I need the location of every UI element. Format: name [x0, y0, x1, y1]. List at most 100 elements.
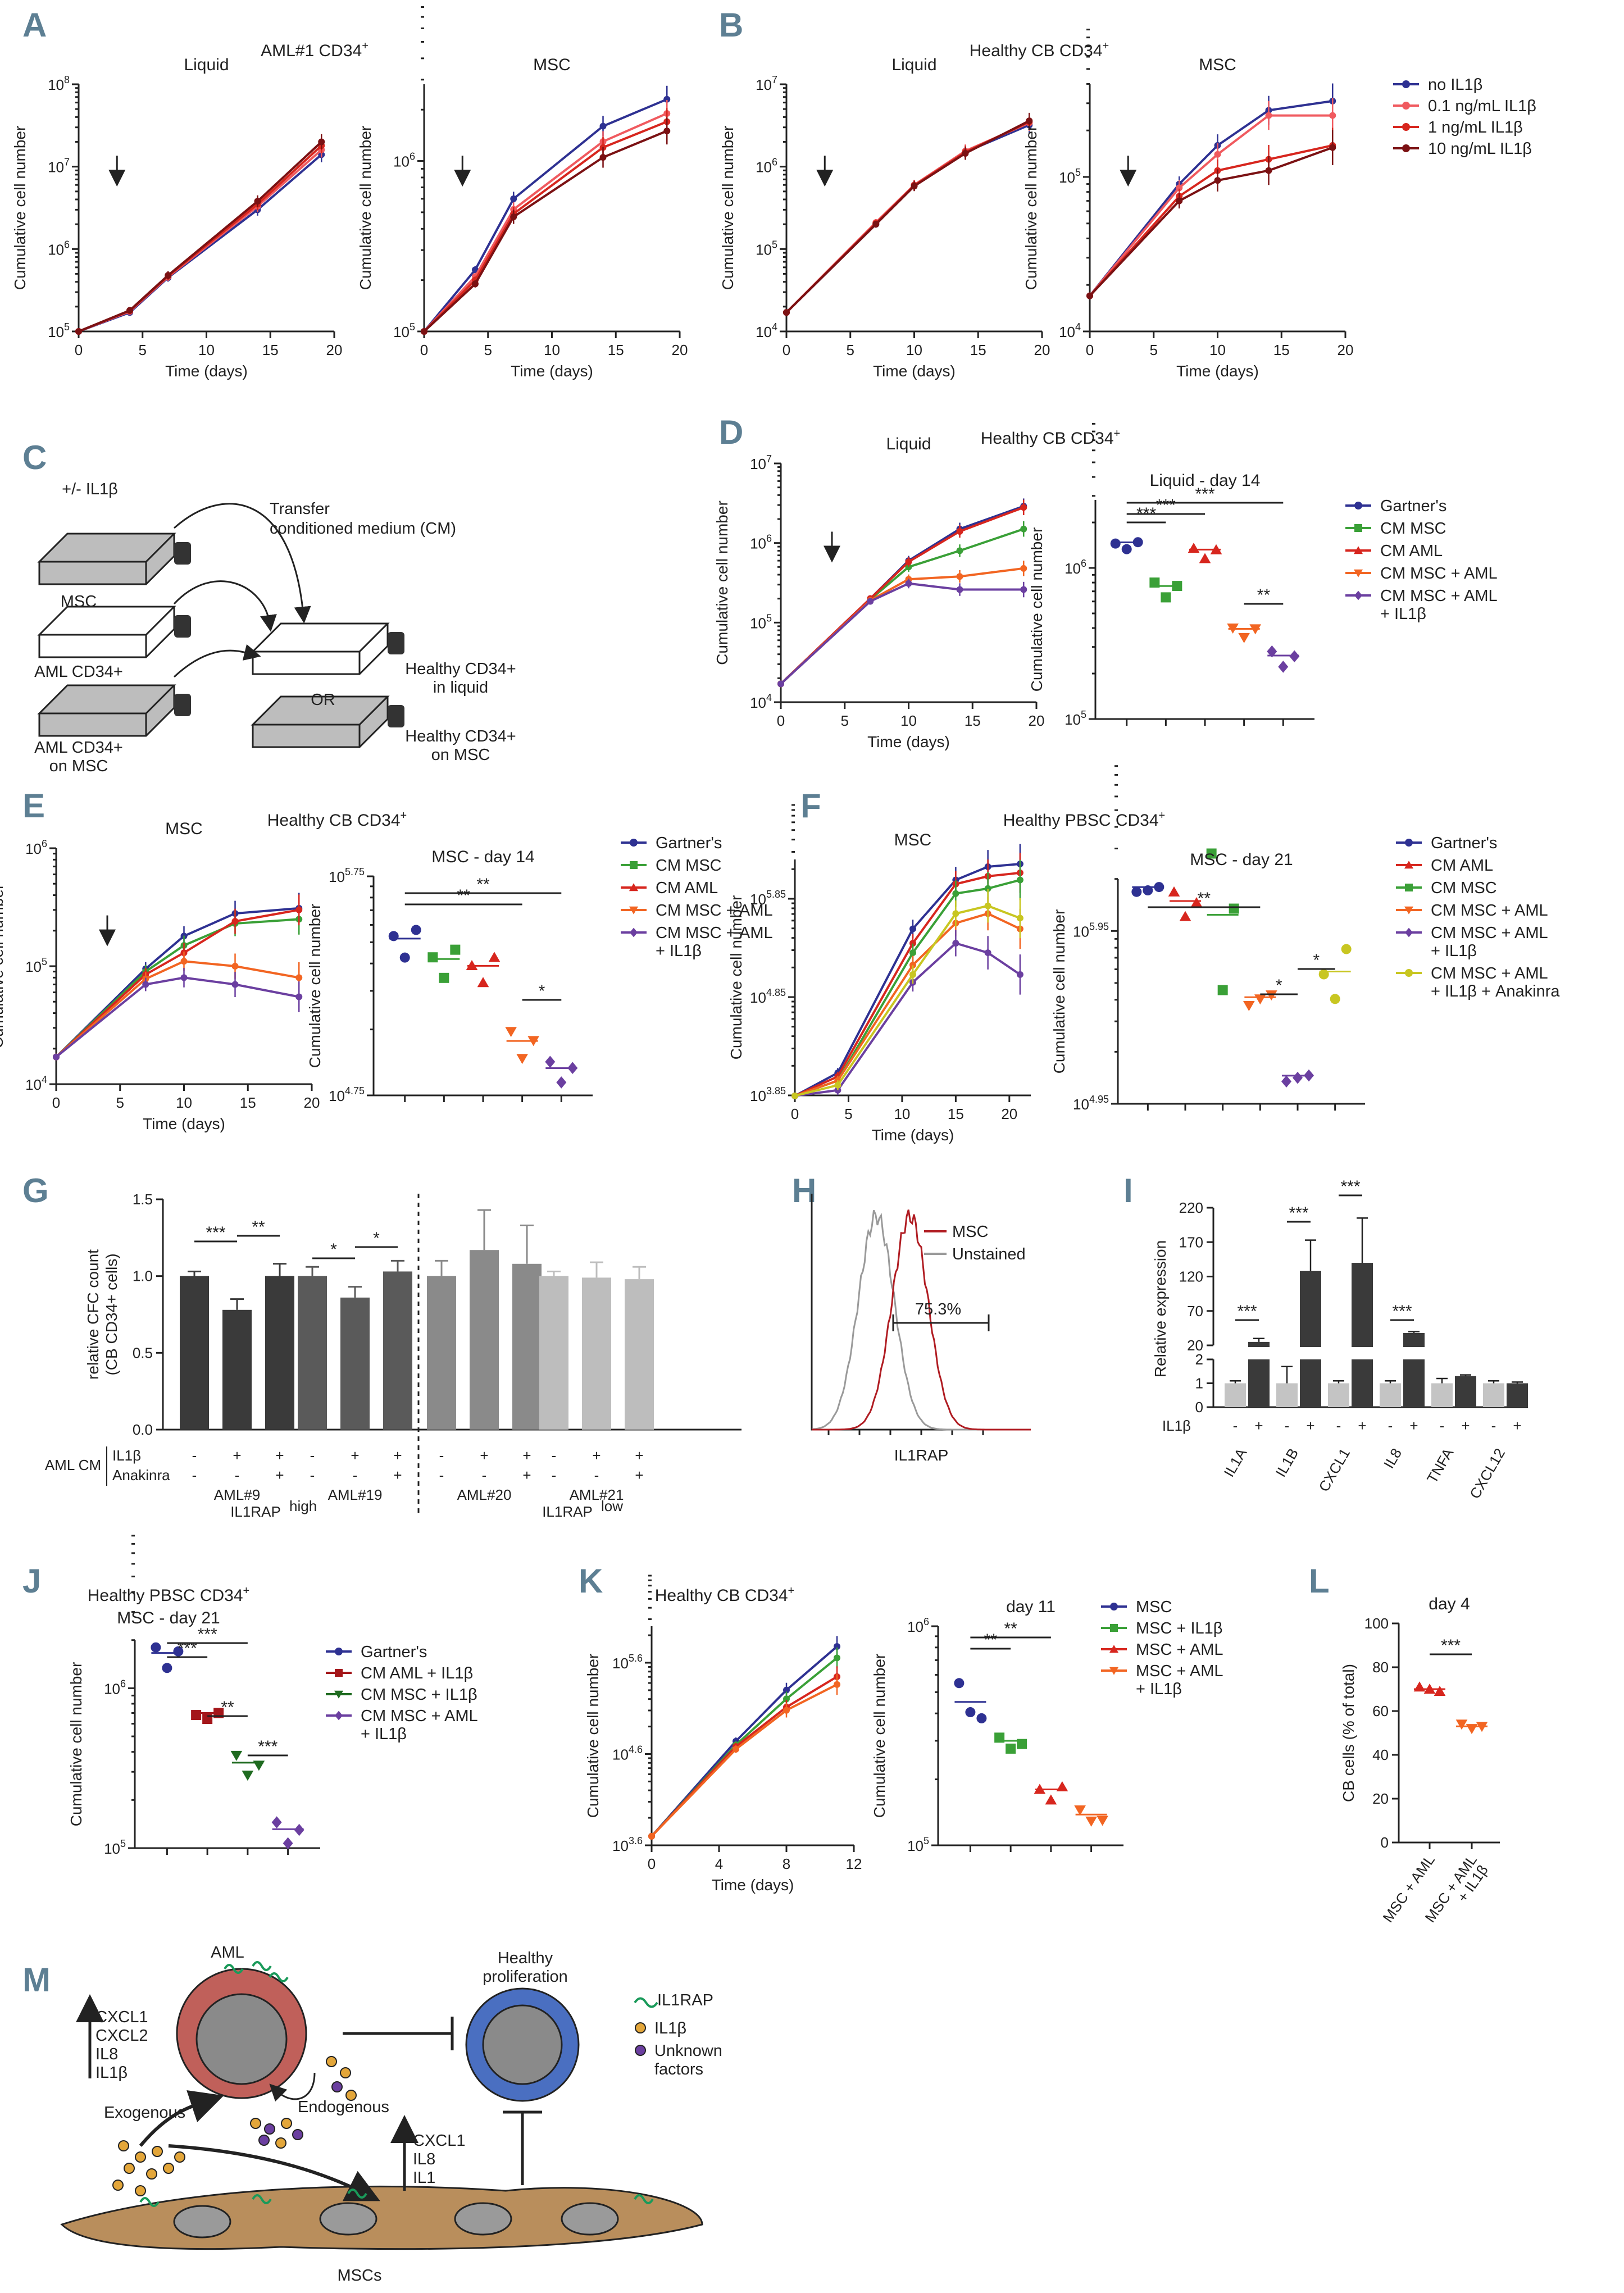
factor-dot [250, 2118, 261, 2129]
significance-label: *** [1195, 485, 1214, 503]
legend-label: Gartner's [361, 1643, 427, 1661]
y-tick-label: 106 [756, 157, 777, 176]
legend-marker [1354, 502, 1362, 509]
il1b-sign: - [310, 1447, 315, 1464]
legend-marker [1405, 927, 1413, 938]
anakinra-sign: - [552, 1467, 557, 1484]
il1b-sign: + [1513, 1417, 1521, 1434]
il1rap-receptor [224, 1964, 244, 1974]
bar [298, 1276, 327, 1430]
data-point [1434, 1686, 1446, 1696]
data-point [231, 963, 239, 970]
data-point [1238, 633, 1250, 643]
legend-marker [1353, 546, 1363, 554]
series-line [650, 1645, 838, 1837]
y-axis-label: Cumulative cell number [719, 126, 736, 290]
y-tick-label: 105 [393, 321, 415, 340]
y-tick-label: 107 [756, 74, 777, 93]
factor-dot [340, 2067, 351, 2078]
y-tick-label: 1.5 [133, 1191, 153, 1208]
il1b-sign: - [1440, 1417, 1445, 1434]
data-point [556, 1076, 567, 1089]
y-tick-label: 104.75 [329, 1085, 365, 1104]
y-tick-label: 1.0 [133, 1268, 153, 1285]
legend-marker [1405, 839, 1413, 847]
data-point [295, 974, 303, 981]
factor-dot [152, 2146, 163, 2157]
y-tick-label: 105 [750, 612, 772, 631]
y-tick-label: 105 [104, 1838, 126, 1857]
y-tick-label: 106 [393, 151, 415, 170]
legend-il1b-dot [635, 2022, 646, 2033]
series-line [785, 124, 1030, 313]
legend-label: 1 ng/mL IL1β [1428, 119, 1523, 137]
legend-label: CM MSC + AML [656, 902, 773, 920]
legend-label: CM MSC [1431, 879, 1497, 897]
significance-label: *** [1441, 1636, 1461, 1655]
anakinra-sign: - [192, 1467, 197, 1484]
diagram-m-label: CXCL1 [95, 2008, 148, 2026]
legend-marker [335, 1669, 343, 1677]
data-point [1341, 944, 1352, 954]
subplot-title: MSC [165, 820, 203, 838]
y-tick-label: 120 [1179, 1268, 1203, 1285]
y-tick-label: 1 [1195, 1375, 1203, 1392]
data-point [1017, 1739, 1027, 1749]
data-point [472, 280, 479, 288]
data-point [984, 885, 991, 892]
data-point [516, 1054, 528, 1064]
y-tick-label: 106 [25, 838, 47, 857]
category-label: TNFA [1423, 1445, 1457, 1486]
subplot-title: Liquid [891, 56, 936, 74]
il1b-sign: + [480, 1447, 488, 1464]
diagram-m-label: Exogenous [104, 2104, 185, 2122]
data-point [1476, 1722, 1488, 1732]
series-line [1089, 114, 1333, 297]
axis-frame [1398, 1623, 1500, 1844]
histogram-msc [812, 1209, 1031, 1431]
bar [265, 1276, 294, 1430]
data-point [1214, 177, 1221, 184]
il1rap-receptor [252, 2194, 272, 2204]
anakinra-sign: + [522, 1467, 531, 1484]
y-axis-label: Cumulative cell number [1028, 527, 1045, 692]
significance-label: ** [1257, 586, 1271, 604]
data-point [872, 221, 880, 228]
il1rap-receptor [139, 2197, 160, 2207]
il1b-sign: + [351, 1447, 359, 1464]
data-point [231, 981, 239, 988]
series-line [780, 527, 1024, 685]
data-point [834, 1643, 840, 1650]
y-tick-label: 220 [1179, 1199, 1203, 1216]
data-point [1086, 292, 1093, 299]
data-point [994, 1732, 1005, 1743]
data-point [75, 328, 82, 335]
diagram-c-label: Healthy CD34+ [405, 660, 516, 678]
anakinra-sign: - [594, 1467, 599, 1484]
y-tick-label: 106 [104, 1678, 126, 1697]
x-tick-label: 0 [75, 342, 83, 358]
data-point [1016, 971, 1023, 978]
series-line [423, 130, 668, 333]
legend-marker [1404, 906, 1414, 915]
row-label: AML CM [45, 1457, 101, 1473]
data-point [1281, 1075, 1291, 1088]
series-line [780, 582, 1024, 685]
data-point [173, 1646, 184, 1657]
data-point [976, 1713, 987, 1723]
y-tick-label: 105.75 [329, 866, 365, 885]
data-point [180, 974, 188, 981]
data-point [952, 940, 959, 947]
x-axis-label: Time (days) [872, 1126, 954, 1144]
data-point [1085, 1816, 1097, 1827]
anakinra-sign: - [439, 1467, 444, 1484]
data-point [905, 558, 912, 566]
group-label: AML#21 [570, 1486, 624, 1503]
data-point [867, 598, 874, 605]
panel-label-d: D [719, 413, 743, 451]
significance-label: * [373, 1229, 380, 1248]
diagram-c-label: in liquid [433, 679, 488, 697]
diagram-m-label: Unknown [654, 2042, 722, 2060]
il1b-sign: - [552, 1447, 557, 1464]
significance-label: ** [476, 875, 490, 894]
